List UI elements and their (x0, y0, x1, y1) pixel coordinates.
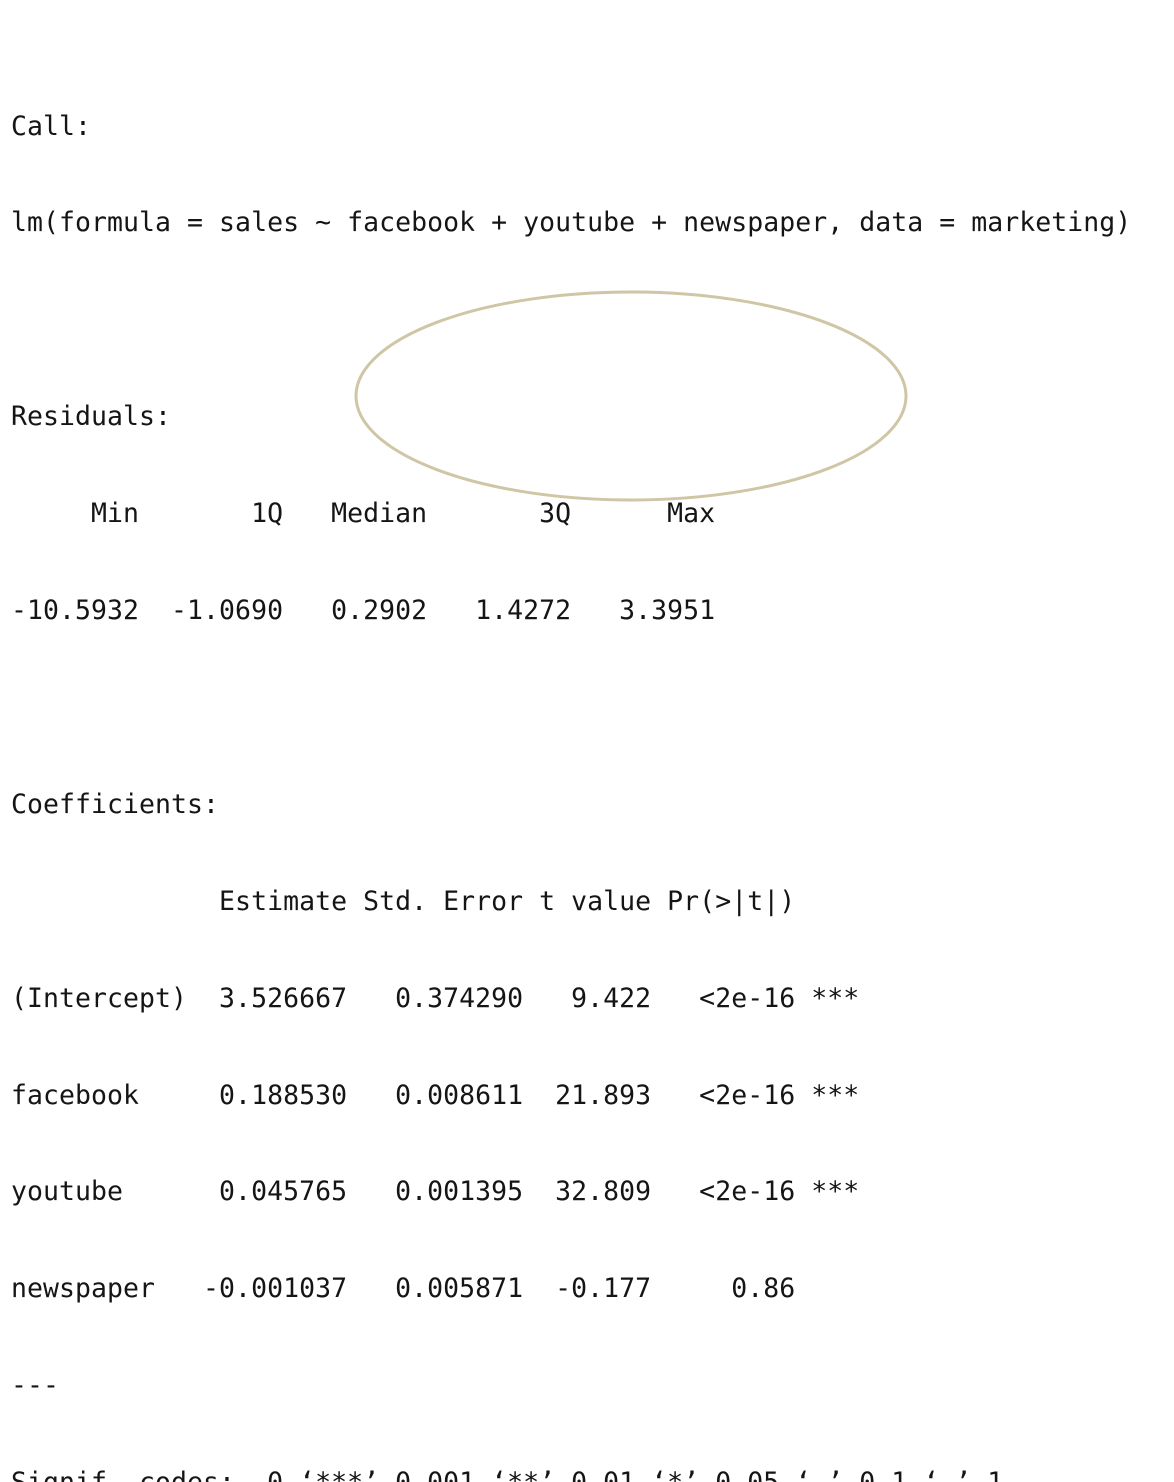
residuals-values: -10.5932 -1.0690 0.2902 1.4272 3.3951 (11, 595, 732, 627)
coefficients-label: Coefficients: (11, 788, 220, 820)
coefficient-row-facebook: facebook 0.188530 0.008611 21.893 <2e-16… (11, 1079, 860, 1111)
spacer (11, 304, 1131, 336)
signif-separator: --- (11, 1370, 60, 1402)
signif-codes: Signif. codes: 0 ‘***’ 0.001 ‘**’ 0.01 ‘… (11, 1467, 1131, 1482)
call-label: Call: (11, 110, 92, 142)
coefficient-row-newspaper: newspaper -0.001037 0.005871 -0.177 0.86 (11, 1273, 860, 1305)
coefficient-row-intercept: (Intercept) 3.526667 0.374290 9.422 <2e-… (11, 982, 860, 1014)
r-console-output: Call: lm(formula = sales ~ facebook + yo… (11, 46, 1131, 1482)
coefficient-row-youtube: youtube 0.045765 0.001395 32.809 <2e-16 … (11, 1176, 860, 1208)
call-formula: lm(formula = sales ~ facebook + youtube … (11, 207, 1132, 239)
coefficients-header: Estimate Std. Error t value Pr(>|t|) (11, 885, 860, 917)
residuals-header: Min 1Q Median 3Q Max (11, 498, 732, 530)
spacer (11, 692, 1131, 724)
residuals-label: Residuals: (11, 401, 172, 433)
